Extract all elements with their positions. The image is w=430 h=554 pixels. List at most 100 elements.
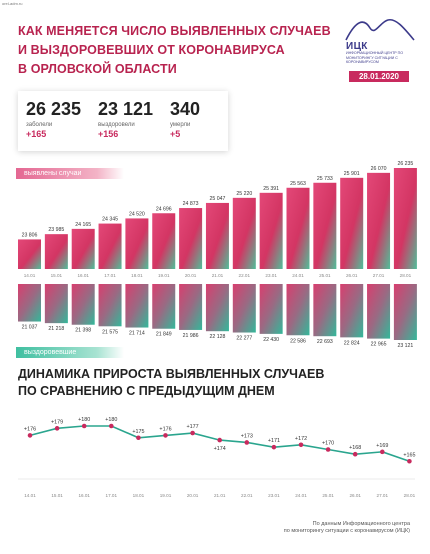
stat-recovered-label: выздоровели — [98, 122, 135, 128]
recovered-bar-label: 22 277 — [236, 336, 252, 342]
recovered-bar-label: 21 714 — [129, 331, 145, 337]
stats-card: 26 235 заболели +165 23 121 выздоровели … — [18, 91, 228, 151]
detected-date-label: 14.01 — [24, 273, 36, 278]
stat-deaths-delta: +5 — [170, 129, 181, 139]
growth-point-label: +175 — [132, 429, 144, 435]
detected-bar — [71, 228, 95, 269]
growth-point — [271, 444, 277, 450]
recovered-bar-label: 21 575 — [102, 329, 118, 335]
recovered-bar-label: 21 986 — [183, 333, 199, 339]
detected-date-label: 28.01 — [400, 273, 412, 278]
growth-date-label: 28.01 — [404, 493, 416, 498]
detected-bar — [286, 187, 310, 269]
detected-bar-label: 24 696 — [156, 206, 172, 212]
detected-bar — [259, 192, 283, 269]
growth-point — [298, 442, 304, 448]
growth-date-label: 23.01 — [268, 493, 280, 498]
growth-date-label: 25.01 — [322, 493, 334, 498]
growth-point-label: +180 — [78, 417, 90, 423]
dynamics-title: ДИНАМИКА ПРИРОСТА ВЫЯВЛЕННЫХ СЛУЧАЕВ ПО … — [18, 366, 324, 400]
stat-cases-value: 26 235 — [26, 99, 82, 119]
title-line-3: В ОРЛОВСКОЙ ОБЛАСТИ — [18, 62, 177, 76]
title-line-1: КАК МЕНЯЕТСЯ ЧИСЛО ВЫЯВЛЕННЫХ СЛУЧАЕВ — [18, 24, 331, 38]
page-title: КАК МЕНЯЕТСЯ ЧИСЛО ВЫЯВЛЕННЫХ СЛУЧАЕВ И … — [18, 22, 331, 79]
growth-point — [352, 451, 358, 457]
detected-label: выявлены случаи — [16, 168, 124, 179]
growth-point-label: +170 — [322, 441, 334, 447]
detected-bar-label: 25 220 — [236, 191, 252, 197]
stat-recovered: 23 121 выздоровели +156 — [98, 99, 153, 139]
detected-date-label: 16.01 — [77, 273, 89, 278]
stat-recovered-delta: +156 — [98, 129, 119, 139]
growth-date-label: 18.01 — [133, 493, 145, 498]
detected-bar — [152, 213, 176, 269]
detected-date-label: 21.01 — [212, 273, 224, 278]
detected-bar — [393, 168, 417, 269]
growth-point-label: +176 — [159, 426, 171, 432]
growth-point — [136, 435, 141, 441]
detected-bar — [179, 208, 203, 269]
detected-bar — [340, 177, 364, 269]
growth-point-label: +165 — [403, 452, 415, 458]
detected-bar-label: 24 345 — [102, 217, 118, 223]
detected-bar — [98, 223, 122, 269]
logo-subtitle: ИНФОРМАЦИОННЫЙ ЦЕНТР ПО МОНИТОРИНГУ СИТУ… — [346, 51, 404, 64]
detected-bar-label: 25 563 — [290, 181, 306, 187]
stat-recovered-value: 23 121 — [98, 99, 154, 119]
source-line-1: По данным Информационного центра — [312, 521, 410, 527]
stat-deaths-label: умерли — [170, 122, 191, 128]
icc-logo-icon — [345, 18, 415, 41]
recovered-bar-label: 22 586 — [290, 338, 306, 344]
recovered-bar — [152, 284, 176, 329]
stat-deaths-value: 340 — [170, 99, 201, 119]
detected-bar — [18, 239, 41, 269]
recovered-bar — [18, 284, 41, 322]
recovered-bar — [340, 284, 364, 338]
detected-bar-label: 25 047 — [210, 196, 226, 202]
recovered-bar-label: 22 824 — [344, 340, 360, 346]
growth-point — [217, 437, 222, 443]
detected-date-label: 26.01 — [346, 273, 358, 278]
source-note: По данным Информационного центра по мони… — [250, 521, 410, 535]
recovered-bar — [205, 284, 229, 332]
growth-point-label: +177 — [187, 424, 199, 430]
stat-cases-delta: +165 — [26, 129, 47, 139]
recovered-bar — [313, 284, 337, 337]
detected-bar-label: 23 806 — [22, 232, 38, 238]
detected-bar — [313, 182, 337, 269]
growth-point-label: +169 — [376, 443, 388, 449]
recovered-bar — [259, 284, 283, 334]
growth-date-label: 26.01 — [349, 493, 361, 498]
recovered-bar-label: 22 965 — [371, 342, 387, 348]
growth-point — [190, 430, 195, 436]
source-line-2: по мониторингу ситуации с коронавирусом … — [283, 528, 410, 534]
growth-point-label: +176 — [24, 426, 36, 432]
growth-date-label: 14.01 — [24, 493, 36, 498]
stat-deaths: 340 умерли +5 — [170, 99, 200, 139]
growth-date-label: 19.01 — [160, 493, 172, 498]
detected-date-label: 17.01 — [104, 273, 116, 278]
growth-point — [380, 449, 385, 455]
detected-date-label: 18.01 — [131, 273, 143, 278]
recovered-bar-label: 22 430 — [263, 337, 279, 343]
recovered-bar — [232, 284, 256, 333]
detected-bar-label: 24 873 — [183, 201, 199, 207]
growth-date-label: 24.01 — [295, 493, 307, 498]
stat-cases-label: заболели — [26, 122, 53, 128]
detected-date-label: 20.01 — [185, 273, 197, 278]
detected-bar — [367, 172, 391, 269]
title-line-2: И ВЫЗДОРОВЕВШИХ ОТ КОРОНАВИРУСА — [18, 43, 285, 57]
recovered-bar-label: 23 121 — [397, 343, 413, 349]
growth-line — [29, 425, 410, 463]
growth-date-label: 21.01 — [214, 493, 226, 498]
growth-point-label: +180 — [105, 417, 117, 423]
recovered-bar-label: 21 037 — [22, 325, 38, 331]
detected-bar — [125, 218, 149, 269]
growth-point-label: +168 — [349, 445, 361, 451]
detected-date-label: 27.01 — [373, 273, 385, 278]
detected-date-label: 22.01 — [239, 273, 251, 278]
recovered-bar — [286, 284, 310, 336]
recovered-bar — [44, 284, 68, 324]
recovered-bar — [125, 284, 149, 328]
